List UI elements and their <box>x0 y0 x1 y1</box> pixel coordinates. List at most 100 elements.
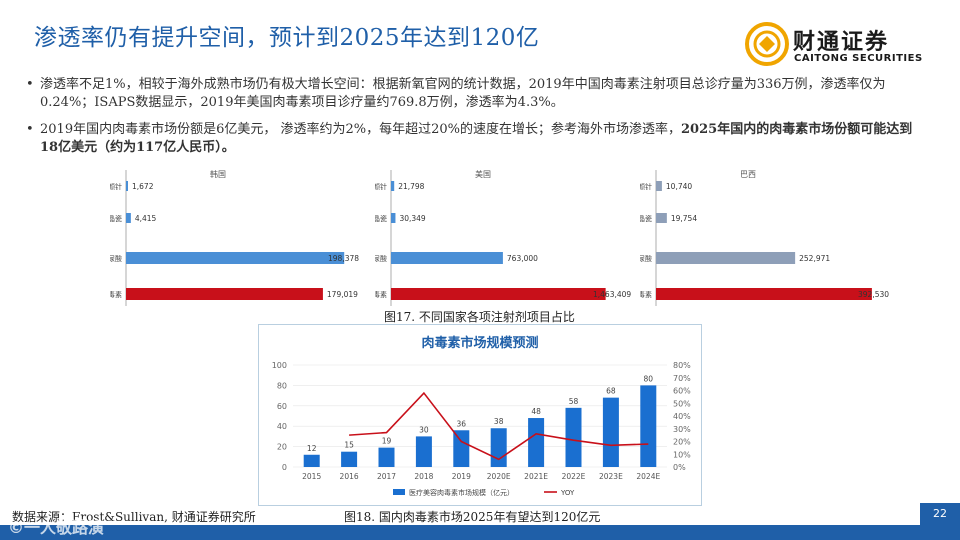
value-label: 4,415 <box>135 214 157 223</box>
bar-玻尿酸 <box>126 252 345 264</box>
x-tick-label: 2020E <box>487 472 511 481</box>
legend-bar-swatch <box>393 489 405 495</box>
bar-panel-brazil: 巴西童颜针 10,740 微晶瓷 19,754 玻尿酸 252,971 肉毒素 392,530 <box>631 168 900 308</box>
bar-2022E <box>565 407 582 467</box>
value-label: 179,019 <box>327 290 358 299</box>
bar-value-label: 68 <box>606 387 616 396</box>
panel-title: 巴西 <box>740 170 756 179</box>
bar-肉毒素 <box>391 288 606 300</box>
market-forecast-chart: 肉毒素市场规模预测 0 20 40 60 80 100 0% 10% 20% 30% 40% 50% 60… <box>258 324 702 506</box>
y2-tick-label: 30% <box>673 425 691 434</box>
logo-chinese-name: 财通证券 <box>793 30 890 55</box>
bar-微晶瓷 <box>391 213 396 223</box>
category-label: 微晶瓷 <box>110 214 122 223</box>
page-number: 22 <box>920 503 960 525</box>
y-tick-label: 80 <box>277 381 287 390</box>
category-label: 肉毒素 <box>640 290 652 299</box>
y-tick-label: 40 <box>277 422 287 431</box>
value-label: 763,000 <box>507 254 538 263</box>
x-tick-label: 2024E <box>636 472 660 481</box>
bar-肉毒素 <box>126 288 323 300</box>
category-label: 玻尿酸 <box>110 254 122 263</box>
legend-bar-label: 医疗美容肉毒素市场规模（亿元） <box>409 488 514 497</box>
bar-微晶瓷 <box>126 213 131 223</box>
panel-title: 韩国 <box>210 169 226 179</box>
value-label: 19,754 <box>671 214 697 223</box>
figure-18-caption: 图18. 国内肉毒素市场2025年有望达到120亿元 <box>344 510 601 524</box>
bar-2015 <box>303 454 320 467</box>
value-label: 10,740 <box>666 182 692 191</box>
page-title: 渗透率仍有提升空间，预计到2025年达到120亿 <box>34 25 540 51</box>
x-tick-label: 2016 <box>340 472 359 481</box>
bar-value-label: 48 <box>531 407 541 416</box>
category-label: 童颜针 <box>640 182 652 191</box>
y-tick-label: 20 <box>277 443 287 452</box>
bar-玻尿酸 <box>656 252 796 264</box>
bar-童颜针 <box>126 181 128 191</box>
value-label: 21,798 <box>398 182 424 191</box>
panel-title: 美国 <box>475 169 491 179</box>
category-label: 肉毒素 <box>110 290 122 299</box>
bar-2016 <box>341 451 358 467</box>
bar-value-label: 15 <box>344 441 354 450</box>
bar-2023E <box>602 397 619 467</box>
bar-2017 <box>378 447 395 467</box>
logo-english-name: CAITONG SECURITIES <box>794 53 923 64</box>
bar-2019 <box>453 430 470 467</box>
bar-2021E <box>528 418 545 467</box>
bar-panel-usa: 美国童颜针 21,798 微晶瓷 30,349 玻尿酸 763,000 肉毒素 1,463,4… <box>366 168 635 308</box>
value-label: 30,349 <box>399 214 425 223</box>
bar-2018 <box>415 436 432 467</box>
figure-17-caption: 图17. 不同国家各项注射剂项目占比 <box>384 310 575 324</box>
y2-tick-label: 0% <box>673 463 686 472</box>
bullet-point-1: • 渗透率不足1%，相较于海外成熟市场仍有极大增长空间：根据新氧官网的统计数据，… <box>26 76 920 112</box>
yoy-line <box>349 391 649 461</box>
y-tick-label: 0 <box>282 463 287 472</box>
bullet-point-2: • 2019年国内肉毒素市场份额是6亿美元， 渗透率约为2%，每年超过20%的速… <box>26 121 920 157</box>
x-tick-label: 2015 <box>302 472 321 481</box>
watermark: ©一人敬路演 <box>8 518 105 537</box>
x-tick-label: 2021E <box>524 472 548 481</box>
y2-tick-label: 50% <box>673 399 691 408</box>
bullet-bold-text: 2025年国内的肉毒素市场份额可能达到18亿美元（约为117亿人民币）。 <box>40 122 913 155</box>
bar-panel-korea: 韩国童颜针 1,672 微晶瓷 4,415 玻尿酸 198,378 肉毒素 179,019 <box>101 168 370 308</box>
value-label: 392,530 <box>858 290 889 299</box>
bar-微晶瓷 <box>656 213 667 223</box>
bullet-dot-icon: • <box>26 77 34 92</box>
bar-玻尿酸 <box>391 252 503 264</box>
bar-value-label: 80 <box>644 374 654 383</box>
y2-tick-label: 40% <box>673 412 691 421</box>
bar-value-label: 30 <box>419 425 429 434</box>
chart-title: 肉毒素市场规模预测 <box>421 335 538 351</box>
value-label: 1,672 <box>132 182 154 191</box>
bar-2020E <box>490 428 507 467</box>
company-logo: 财通证券 CAITONG SECURITIES <box>745 22 935 70</box>
bar-value-label: 36 <box>457 419 467 428</box>
value-label: 198,378 <box>328 254 359 263</box>
legend-line-label: YOY <box>560 489 575 497</box>
y-tick-label: 100 <box>272 361 287 370</box>
y2-tick-label: 10% <box>673 450 691 459</box>
y2-tick-label: 20% <box>673 438 691 447</box>
logo-emblem-icon <box>745 22 789 66</box>
bullet-text: 2019年国内肉毒素市场份额是6亿美元， 渗透率约为2%，每年超过20%的速度在… <box>40 122 682 137</box>
bar-肉毒素 <box>656 288 872 300</box>
category-label: 肉毒素 <box>375 290 387 299</box>
y2-tick-label: 80% <box>673 361 691 370</box>
bar-2024E <box>640 385 657 467</box>
footer-bar <box>0 525 960 540</box>
bullet-text: 渗透率不足1%，相较于海外成熟市场仍有极大增长空间：根据新氧官网的统计数据，20… <box>40 77 886 110</box>
y2-tick-label: 70% <box>673 374 691 383</box>
x-tick-label: 2019 <box>452 472 471 481</box>
x-tick-label: 2022E <box>562 472 586 481</box>
y2-tick-label: 60% <box>673 387 691 396</box>
x-tick-label: 2017 <box>377 472 396 481</box>
category-label: 童颜针 <box>375 182 387 191</box>
x-tick-label: 2018 <box>414 472 433 481</box>
category-label: 童颜针 <box>110 182 122 191</box>
value-label: 252,971 <box>799 254 830 263</box>
bar-童颜针 <box>391 181 395 191</box>
bar-value-label: 19 <box>382 437 392 446</box>
x-tick-label: 2023E <box>599 472 623 481</box>
bar-value-label: 58 <box>569 397 579 406</box>
